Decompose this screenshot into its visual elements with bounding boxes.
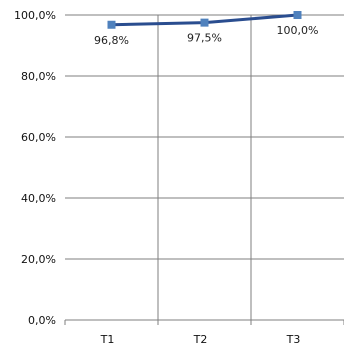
y-tick-label-2: 40,0% (21, 192, 56, 205)
data-point-t3 (293, 11, 302, 19)
y-tick-label-3: 60,0% (21, 131, 56, 144)
y-tick-label-4: 80,0% (21, 70, 56, 83)
data-label-t2: 97,5% (187, 32, 222, 45)
data-point-t1 (107, 20, 116, 29)
data-label-t3: 100,0% (277, 24, 319, 37)
y-tick-label-5: 100,0% (14, 9, 56, 22)
series-layer (107, 11, 302, 29)
data-point-t2 (200, 18, 209, 27)
y-axis-tick-labels: 0,0% 20,0% 40,0% 60,0% 80,0% 100,0% (14, 9, 56, 327)
x-tick-label-t1: T1 (100, 333, 115, 344)
y-tick-label-1: 20,0% (21, 253, 56, 266)
x-tick-label-t2: T2 (193, 333, 208, 344)
data-label-t1: 96,8% (94, 34, 129, 47)
x-axis-tick-labels: T1 T2 T3 (100, 333, 301, 344)
gridlines (64, 14, 344, 325)
x-tick-label-t3: T3 (286, 333, 301, 344)
y-tick-label-0: 0,0% (28, 314, 56, 327)
data-labels: 96,8% 97,5% 100,0% (94, 24, 318, 47)
